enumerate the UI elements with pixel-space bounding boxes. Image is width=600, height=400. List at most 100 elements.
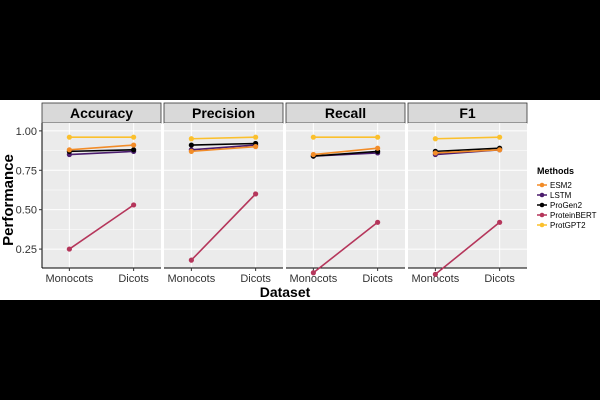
data-point xyxy=(432,150,438,156)
series-protgpt2 xyxy=(310,134,381,140)
data-point xyxy=(432,271,438,277)
series-esm2 xyxy=(66,142,137,153)
legend-item-esm2: ESM2 xyxy=(537,181,572,190)
panel-precision: Precision Monocots Dicots xyxy=(163,102,284,285)
series-esm2 xyxy=(188,144,259,154)
data-point xyxy=(66,246,72,252)
data-point xyxy=(66,147,72,153)
series-line xyxy=(312,221,379,274)
panel-title: F1 xyxy=(459,105,476,121)
series-line xyxy=(435,136,500,140)
series-line xyxy=(434,221,501,275)
series-line xyxy=(191,144,256,151)
series-line xyxy=(435,147,500,153)
data-point xyxy=(66,134,72,140)
x-tick-label: Monocots xyxy=(412,273,460,285)
legend-label: ESM2 xyxy=(550,181,572,190)
data-point xyxy=(131,147,137,153)
x-tick-label: Dicots xyxy=(484,273,515,285)
legend-key-point xyxy=(539,182,545,188)
x-tick-label: Dicots xyxy=(362,273,393,285)
data-point xyxy=(131,142,137,148)
data-point xyxy=(497,134,503,140)
data-point xyxy=(497,147,503,153)
legend-key-point xyxy=(539,192,545,198)
panel-f1: F1 Monocots Dicots xyxy=(407,102,528,285)
panel-background xyxy=(286,123,405,268)
series-line xyxy=(191,142,256,146)
series-line xyxy=(191,136,256,140)
legend-item-protgpt2: ProtGPT2 xyxy=(537,221,586,230)
figure: Performance Dataset Accuracy 0.25 0.50 0.75… xyxy=(0,100,600,300)
panel-recall: Recall Monocots Dicots xyxy=(285,102,406,285)
series-esm2 xyxy=(310,145,381,158)
data-point xyxy=(375,134,381,140)
y-tick-label: 0.25 xyxy=(16,244,37,256)
y-tick-label: 0.75 xyxy=(16,165,37,177)
series-line xyxy=(313,150,378,157)
series-line xyxy=(69,150,134,156)
legend-key-point xyxy=(539,212,545,218)
data-point xyxy=(131,202,137,208)
data-point xyxy=(188,136,194,142)
y-axis-label: Performance xyxy=(0,154,17,246)
legend-item-progen2: ProGen2 xyxy=(537,201,583,210)
data-point xyxy=(188,257,194,263)
data-point xyxy=(497,219,503,225)
x-tick-label: Dicots xyxy=(118,273,149,285)
x-tick-label: Monocots xyxy=(46,273,94,285)
series-protgpt2 xyxy=(432,134,503,142)
data-point xyxy=(188,148,194,154)
legend-key-point xyxy=(539,202,545,208)
legend-label: ProteinBERT xyxy=(550,211,597,220)
faceted-line-chart: Performance Dataset Accuracy 0.25 0.50 0.75… xyxy=(0,102,597,300)
series-line xyxy=(191,145,256,153)
panel-title: Precision xyxy=(192,105,255,121)
panel-background xyxy=(42,123,161,268)
legend-label: LSTM xyxy=(550,191,572,200)
y-tick-label: 1.00 xyxy=(16,126,37,138)
series-line xyxy=(190,193,257,261)
panel-accuracy: Accuracy 0.25 0.50 0.75 1.00 Monocots Dicots xyxy=(16,102,162,285)
legend-key-point xyxy=(539,222,545,228)
series-protgpt2 xyxy=(66,134,137,140)
legend-item-lstm: LSTM xyxy=(537,191,572,200)
panel-title: Recall xyxy=(325,105,366,121)
x-tick-label: Dicots xyxy=(240,273,271,285)
x-axis-label: Dataset xyxy=(260,284,311,300)
panel-background xyxy=(408,123,527,268)
data-point xyxy=(432,136,438,142)
series-line xyxy=(69,144,134,151)
series-line xyxy=(69,148,134,153)
legend-title: Methods xyxy=(537,166,574,176)
data-point xyxy=(188,142,194,148)
panel-title: Accuracy xyxy=(70,105,133,121)
data-point xyxy=(310,134,316,140)
data-point xyxy=(253,191,259,197)
data-point xyxy=(310,151,316,158)
series-proteinbert xyxy=(188,191,259,263)
data-point xyxy=(253,134,259,140)
x-tick-label: Monocots xyxy=(290,273,338,285)
x-tick-label: Monocots xyxy=(168,273,216,285)
series-proteinbert xyxy=(432,219,503,277)
data-point xyxy=(375,219,381,225)
series-protgpt2 xyxy=(188,134,259,142)
data-point xyxy=(253,144,259,150)
legend-label: ProGen2 xyxy=(550,201,583,210)
series-proteinbert xyxy=(66,202,137,252)
series-proteinbert xyxy=(310,219,381,276)
legend: Methods ESM2LSTMProGen2ProteinBERTProtGP… xyxy=(537,166,597,230)
y-tick-label: 0.50 xyxy=(16,205,37,217)
legend-label: ProtGPT2 xyxy=(550,221,586,230)
legend-item-proteinbert: ProteinBERT xyxy=(537,211,597,220)
data-point xyxy=(310,270,316,276)
data-point xyxy=(131,134,137,140)
series-line xyxy=(68,204,135,250)
series-esm2 xyxy=(432,147,503,156)
series-line xyxy=(435,148,500,154)
data-point xyxy=(375,145,381,151)
series-line xyxy=(313,147,378,156)
